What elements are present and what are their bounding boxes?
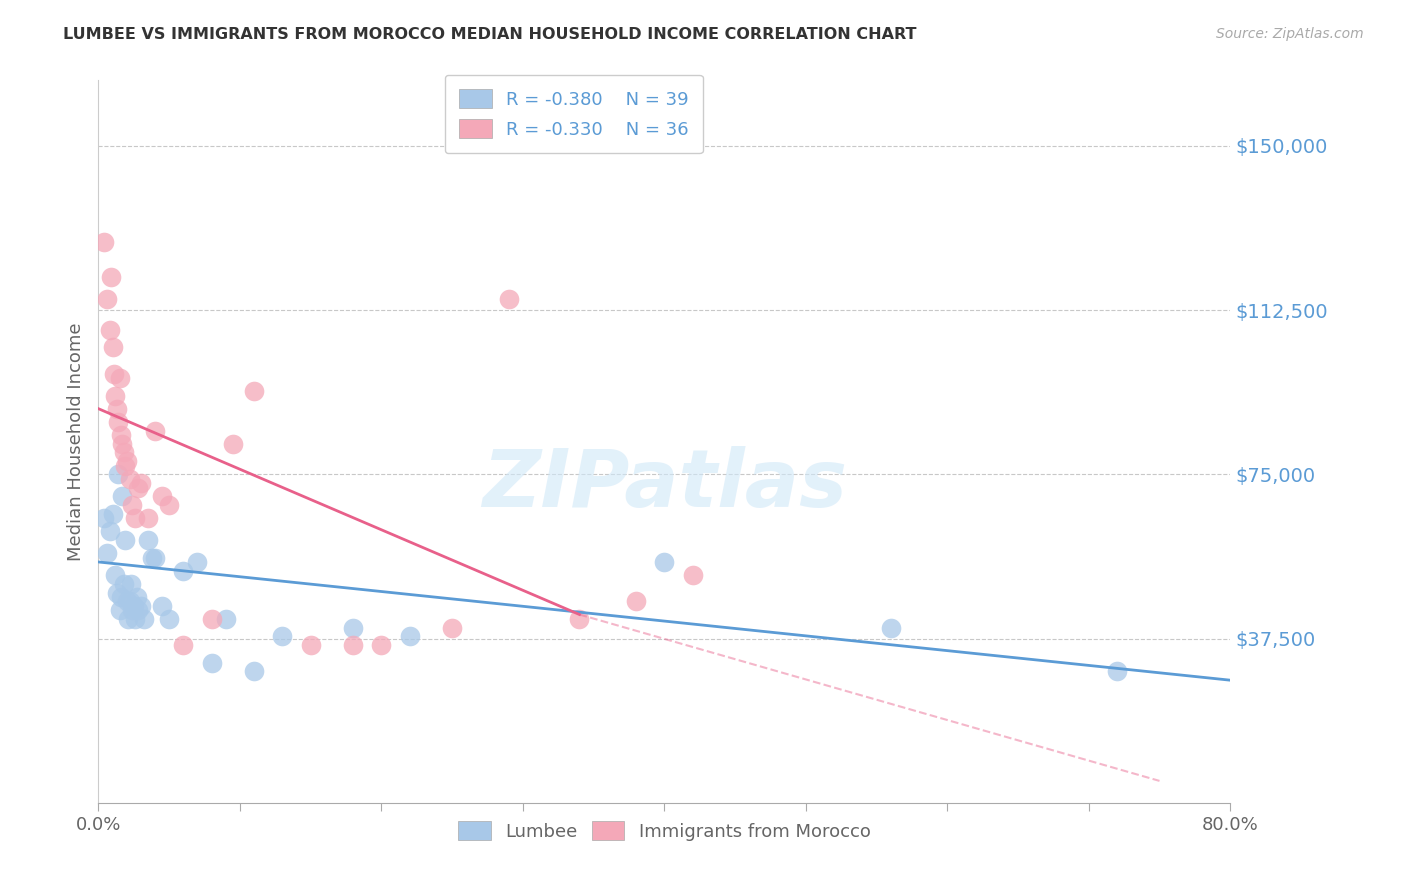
Point: [112, 577, 135, 591]
Point: [201, 612, 224, 626]
Point: [98, 323, 121, 337]
Point: [243, 665, 266, 679]
Text: ZIPatlas: ZIPatlas: [482, 446, 846, 524]
Point: [118, 472, 141, 486]
Point: [114, 533, 136, 547]
Point: [121, 603, 143, 617]
Point: [150, 489, 173, 503]
Point: [117, 612, 139, 626]
Point: [186, 555, 208, 569]
Point: [172, 564, 194, 578]
Point: [124, 612, 146, 626]
Point: [222, 436, 245, 450]
Point: [118, 594, 141, 608]
Point: [96, 292, 118, 306]
Point: [132, 612, 155, 626]
Point: [96, 546, 118, 560]
Point: [880, 621, 903, 635]
Point: [157, 498, 180, 512]
Point: [243, 384, 266, 399]
Point: [105, 401, 128, 416]
Point: [124, 511, 146, 525]
Point: [110, 428, 132, 442]
Point: [157, 612, 180, 626]
Point: [498, 292, 520, 306]
Point: [93, 511, 115, 525]
Point: [114, 458, 136, 473]
Point: [100, 270, 122, 285]
Point: [398, 629, 420, 643]
Point: [271, 629, 294, 643]
Point: [115, 594, 138, 608]
Point: [101, 340, 124, 354]
Point: [143, 424, 166, 438]
Point: [682, 568, 704, 582]
Point: [103, 367, 125, 381]
Point: [108, 371, 131, 385]
Point: [127, 481, 149, 495]
Point: [129, 476, 152, 491]
Point: [125, 590, 148, 604]
Point: [201, 656, 224, 670]
Point: [150, 599, 173, 613]
Point: [299, 638, 322, 652]
Point: [108, 603, 131, 617]
Point: [120, 577, 142, 591]
Point: [127, 603, 149, 617]
Point: [110, 590, 132, 604]
Y-axis label: Median Household Income: Median Household Income: [66, 322, 84, 561]
Point: [104, 388, 127, 402]
Point: [111, 489, 134, 503]
Text: Source: ZipAtlas.com: Source: ZipAtlas.com: [1216, 27, 1364, 41]
Point: [107, 467, 129, 482]
Point: [568, 612, 591, 626]
Point: [136, 511, 159, 525]
Point: [342, 621, 364, 635]
Point: [111, 436, 134, 450]
Point: [101, 507, 124, 521]
Point: [1107, 665, 1129, 679]
Point: [104, 568, 127, 582]
Point: [215, 612, 238, 626]
Point: [172, 638, 194, 652]
Point: [143, 550, 166, 565]
Point: [129, 599, 152, 613]
Point: [122, 599, 145, 613]
Point: [441, 621, 464, 635]
Point: [141, 550, 163, 565]
Point: [98, 524, 121, 539]
Point: [93, 235, 115, 250]
Point: [107, 415, 129, 429]
Point: [624, 594, 647, 608]
Legend: Lumbee, Immigrants from Morocco: Lumbee, Immigrants from Morocco: [451, 814, 877, 848]
Point: [342, 638, 364, 652]
Point: [370, 638, 392, 652]
Point: [112, 445, 135, 459]
Point: [136, 533, 159, 547]
Point: [121, 498, 143, 512]
Point: [105, 585, 128, 599]
Point: [652, 555, 676, 569]
Point: [115, 454, 138, 468]
Text: LUMBEE VS IMMIGRANTS FROM MOROCCO MEDIAN HOUSEHOLD INCOME CORRELATION CHART: LUMBEE VS IMMIGRANTS FROM MOROCCO MEDIAN…: [63, 27, 917, 42]
